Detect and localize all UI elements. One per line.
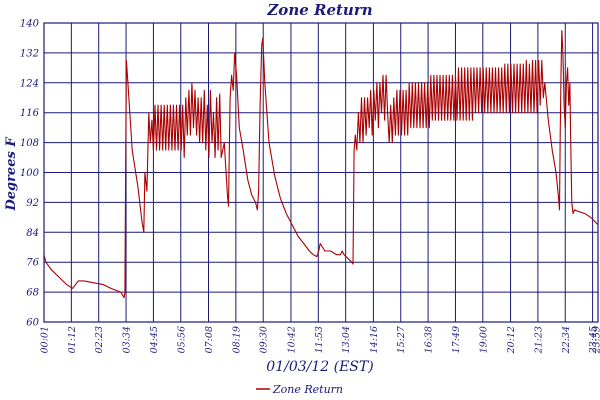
legend: Zone Return bbox=[256, 383, 343, 396]
x-tick-label: 22:34 bbox=[561, 326, 572, 354]
x-tick-label: 23:45 bbox=[588, 326, 599, 354]
x-tick-label: 03:34 bbox=[122, 326, 133, 353]
y-tick-label: 140 bbox=[20, 19, 40, 30]
x-axis-label: 01/03/12 (EST) bbox=[266, 359, 373, 375]
x-tick-label: 07:08 bbox=[204, 326, 215, 353]
x-tick-label: 04:45 bbox=[149, 326, 160, 353]
x-tick-label: 13:04 bbox=[341, 326, 352, 353]
x-tick-label: 21:23 bbox=[533, 326, 544, 354]
x-axis-ticks: 00:01 01:12 02:23 03:34 04:45 05:56 07:08 08:19… bbox=[40, 325, 600, 354]
x-tick-label: 11:53 bbox=[314, 326, 325, 353]
y-axis-ticks: 60 68 76 84 92 100 108 116 124 132 140 bbox=[20, 19, 40, 329]
x-tick-label: 00:01 bbox=[40, 326, 51, 353]
x-tick-label: 16:38 bbox=[424, 326, 435, 353]
y-axis-label: Degrees F bbox=[4, 137, 19, 212]
x-tick-label: 19:00 bbox=[478, 326, 489, 353]
y-tick-label: 100 bbox=[20, 168, 40, 179]
x-tick-label: 20:12 bbox=[506, 326, 517, 354]
legend-label: Zone Return bbox=[272, 383, 343, 396]
chart-title: Zone Return bbox=[266, 1, 372, 19]
y-tick-label: 108 bbox=[20, 138, 39, 149]
x-tick-label: 14:16 bbox=[369, 326, 380, 353]
x-tick-label: 10:42 bbox=[286, 326, 297, 353]
y-tick-label: 116 bbox=[20, 108, 40, 119]
y-tick-label: 124 bbox=[20, 78, 39, 89]
series-lines bbox=[43, 29, 599, 299]
series-line-zone-return bbox=[43, 29, 599, 299]
x-tick-label: 08:19 bbox=[231, 326, 242, 353]
x-tick-label: 17:49 bbox=[451, 326, 462, 353]
y-tick-label: 92 bbox=[26, 198, 39, 209]
y-tick-label: 132 bbox=[20, 48, 39, 59]
x-tick-label: 09:30 bbox=[259, 326, 270, 353]
x-tick-label: 15:27 bbox=[396, 325, 407, 353]
y-tick-label: 76 bbox=[26, 258, 39, 269]
x-tick-label: 23:59 bbox=[592, 326, 600, 354]
x-tick-label: 02:23 bbox=[94, 326, 105, 353]
y-tick-label: 68 bbox=[26, 288, 39, 299]
y-tick-label: 84 bbox=[26, 228, 39, 239]
x-tick-label: 05:56 bbox=[176, 326, 187, 353]
x-tick-label: 01:12 bbox=[67, 326, 78, 353]
y-tick-label: 60 bbox=[26, 318, 39, 329]
plot-frame bbox=[43, 22, 599, 323]
